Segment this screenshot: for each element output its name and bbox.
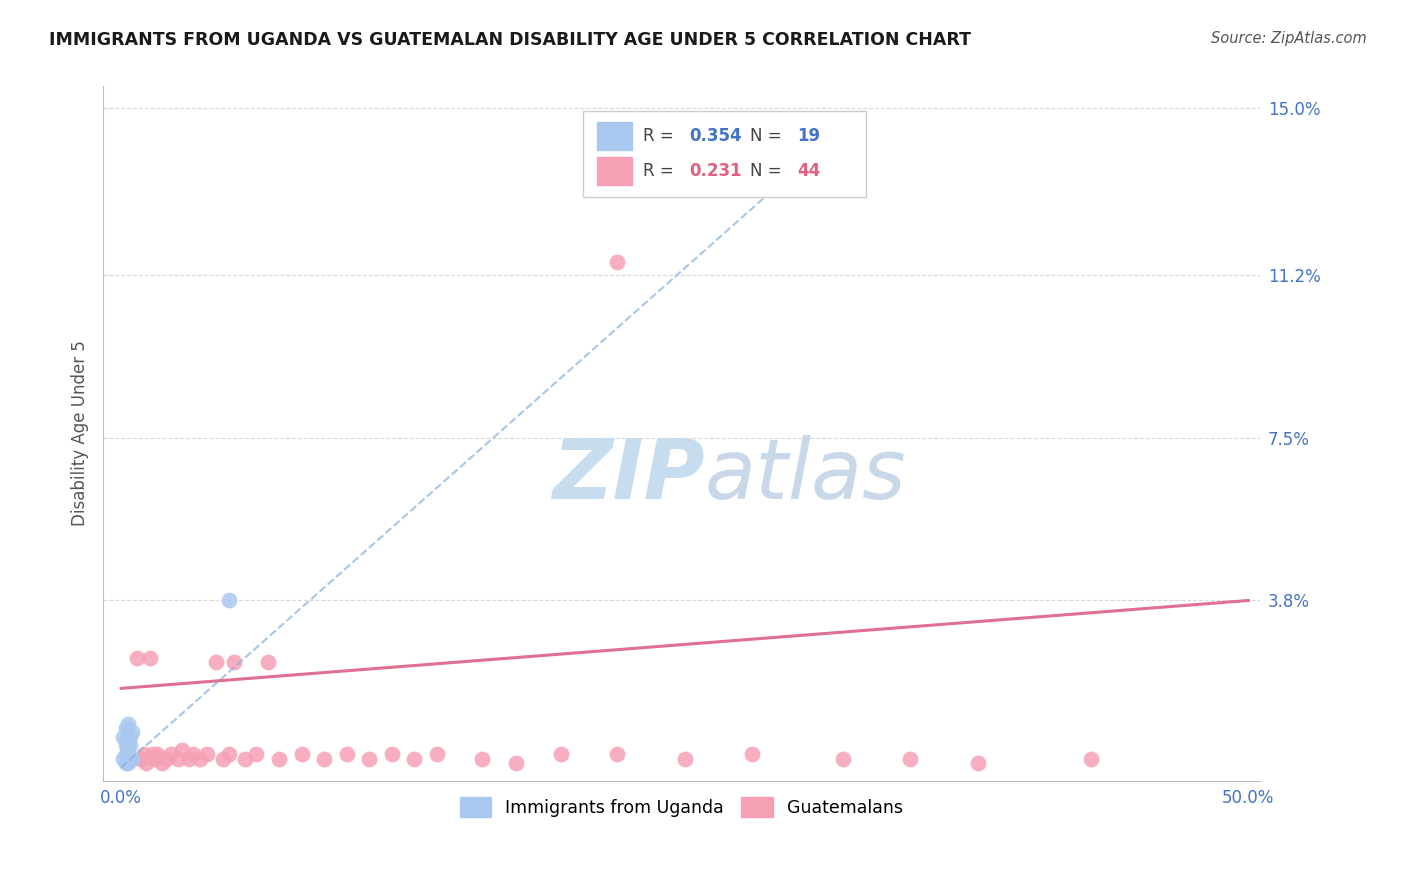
- Point: [1080, 752, 1102, 766]
- Point: [505, 756, 527, 770]
- Point: [245, 747, 267, 762]
- Text: N =: N =: [749, 162, 786, 180]
- Text: 19: 19: [797, 128, 820, 145]
- Point: [114, 756, 136, 770]
- Point: [117, 716, 139, 731]
- Point: [673, 752, 696, 766]
- Point: [898, 752, 921, 766]
- FancyBboxPatch shape: [583, 111, 866, 197]
- Point: [205, 655, 228, 669]
- Point: [117, 756, 139, 770]
- Point: [359, 752, 381, 766]
- Point: [211, 752, 233, 766]
- Point: [120, 752, 142, 766]
- Point: [117, 734, 139, 748]
- Point: [112, 752, 135, 766]
- Point: [155, 752, 177, 766]
- Point: [125, 650, 148, 665]
- Point: [336, 747, 359, 762]
- Point: [143, 752, 166, 766]
- Point: [966, 756, 988, 770]
- Point: [117, 752, 139, 766]
- Point: [114, 747, 136, 762]
- Point: [146, 747, 169, 762]
- Point: [471, 752, 494, 766]
- Point: [606, 747, 628, 762]
- Point: [135, 756, 157, 770]
- Point: [426, 747, 449, 762]
- Point: [404, 752, 426, 766]
- Point: [114, 734, 136, 748]
- Point: [170, 743, 193, 757]
- Text: 44: 44: [797, 162, 820, 180]
- Point: [120, 730, 142, 744]
- Bar: [598, 122, 631, 150]
- Point: [188, 752, 211, 766]
- Point: [150, 756, 173, 770]
- Point: [166, 752, 188, 766]
- Point: [831, 752, 853, 766]
- Point: [120, 739, 142, 753]
- Text: Source: ZipAtlas.com: Source: ZipAtlas.com: [1211, 31, 1367, 46]
- Point: [290, 747, 312, 762]
- Point: [312, 752, 335, 766]
- Text: ZIP: ZIP: [553, 434, 704, 516]
- Point: [117, 743, 139, 757]
- Point: [218, 593, 240, 607]
- Text: R =: R =: [643, 162, 679, 180]
- Point: [606, 255, 628, 269]
- Point: [550, 747, 572, 762]
- Point: [142, 747, 165, 762]
- Point: [159, 747, 181, 762]
- Bar: [598, 157, 631, 185]
- Point: [132, 747, 155, 762]
- Point: [121, 725, 143, 739]
- Point: [114, 721, 136, 735]
- Point: [233, 752, 256, 766]
- Text: IMMIGRANTS FROM UGANDA VS GUATEMALAN DISABILITY AGE UNDER 5 CORRELATION CHART: IMMIGRANTS FROM UGANDA VS GUATEMALAN DIS…: [49, 31, 972, 49]
- Text: 0.231: 0.231: [689, 162, 742, 180]
- Point: [117, 747, 139, 762]
- Text: R =: R =: [643, 128, 679, 145]
- Legend: Immigrants from Uganda, Guatemalans: Immigrants from Uganda, Guatemalans: [453, 790, 910, 824]
- Point: [139, 650, 162, 665]
- Point: [121, 752, 143, 766]
- Point: [256, 655, 278, 669]
- Point: [218, 747, 240, 762]
- Point: [177, 752, 200, 766]
- Point: [114, 739, 136, 753]
- Point: [381, 747, 404, 762]
- Point: [222, 655, 245, 669]
- Text: N =: N =: [749, 128, 786, 145]
- Point: [267, 752, 290, 766]
- Text: 0.354: 0.354: [689, 128, 742, 145]
- Point: [112, 730, 135, 744]
- Y-axis label: Disability Age Under 5: Disability Age Under 5: [72, 341, 89, 526]
- Point: [131, 752, 153, 766]
- Text: atlas: atlas: [704, 434, 905, 516]
- Point: [195, 747, 218, 762]
- Point: [121, 752, 143, 766]
- Point: [181, 747, 204, 762]
- Point: [741, 747, 763, 762]
